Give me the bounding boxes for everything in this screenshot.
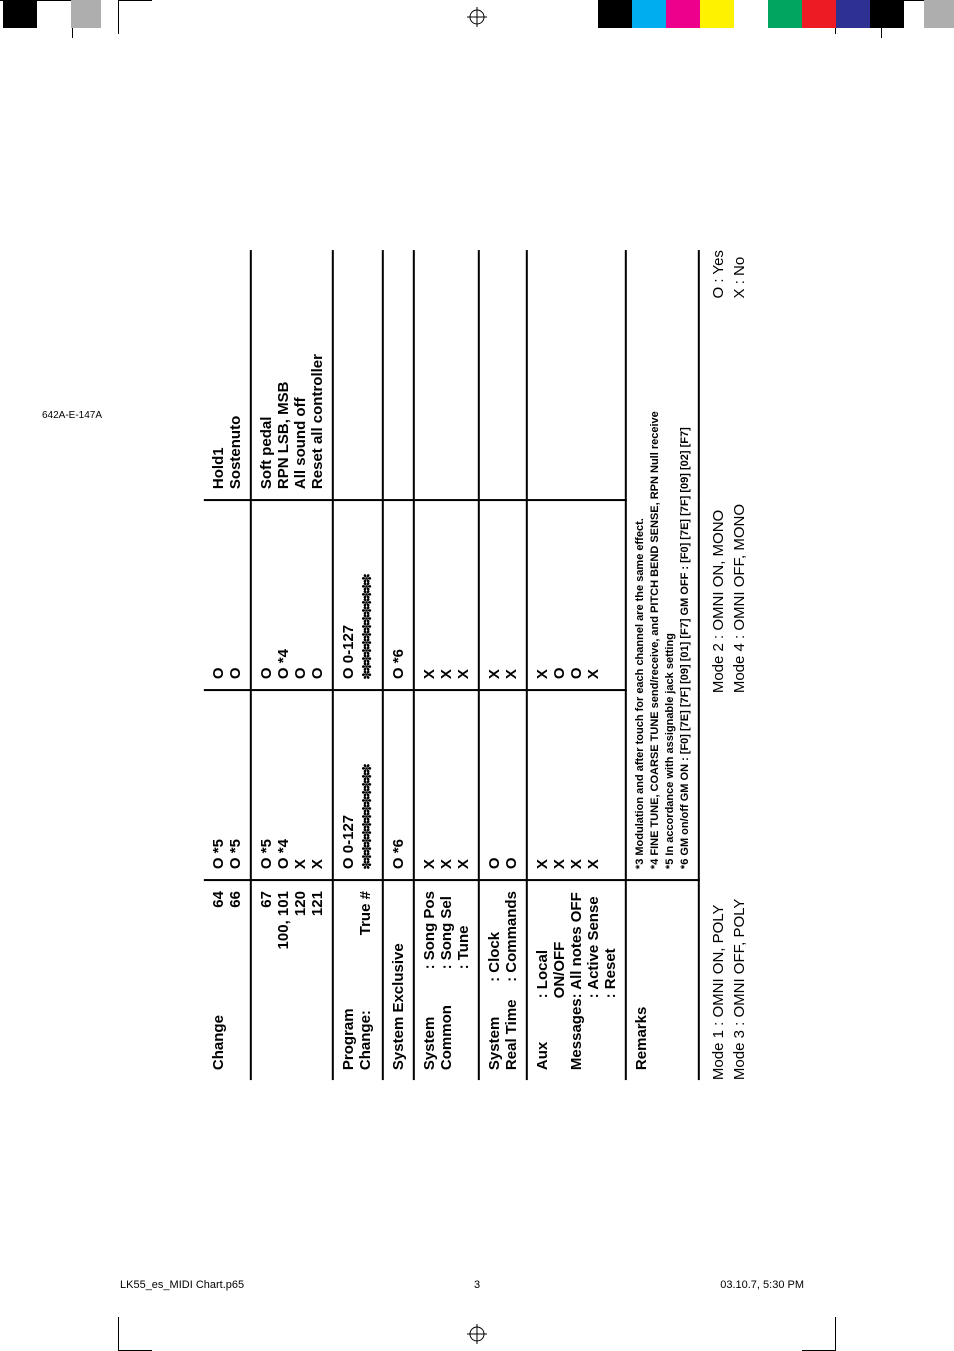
- registration-mark-bottom: [467, 1324, 487, 1344]
- row-syscommon-c3: X X X: [414, 500, 479, 690]
- row-sysex-label: System Exclusive: [383, 880, 414, 1080]
- row-change-nums: 64 66: [210, 891, 244, 908]
- row-sysrt-c3: X X: [479, 500, 527, 690]
- row-sysex-c3: O *6: [383, 500, 414, 690]
- row-change-c3: O O: [204, 500, 251, 690]
- row-bank-c2: O *5 O *4 X X: [251, 690, 333, 880]
- row-remarks-label: Remarks: [626, 880, 699, 1080]
- footer-legend: O : Yes X : No: [708, 250, 750, 298]
- registration-mark-top: [467, 7, 487, 27]
- row-bank-nums: 67 100, 101 120 121: [251, 880, 333, 1080]
- row-change-c2: O *5 O *5: [204, 690, 251, 880]
- row-bank-c4: Soft pedal RPN LSB, MSB All sound off Re…: [251, 250, 333, 500]
- footer-code: 642A-E-147A: [42, 410, 102, 421]
- row-syscommon-c2: X X X: [414, 690, 479, 880]
- row-sysrt-c2: O O: [479, 690, 527, 880]
- row-aux-label: AuxMessages : Local ON/OFF : All notes O…: [527, 880, 626, 1080]
- footer-left: Mode 1 : OMNI ON, POLY Mode 3 : OMNI OFF…: [708, 898, 750, 1079]
- row-bank-c3: O O *4 O O: [251, 500, 333, 690]
- row-program-c2: O 0-127 ✽✽✽✽✽✽✽✽✽✽✽✽✽: [333, 690, 383, 880]
- row-change-label: Change: [210, 1015, 244, 1070]
- row-sysex-c2: O *6: [383, 690, 414, 880]
- chart-footer: Mode 1 : OMNI ON, POLY Mode 3 : OMNI OFF…: [700, 250, 750, 1080]
- crop-hook-bl: [118, 1317, 152, 1351]
- crop-hook-tl: [118, 0, 152, 34]
- footer-timestamp: 03.10.7, 5:30 PM: [720, 1279, 804, 1291]
- row-remarks-body: *3 Modulation and after touch for each c…: [626, 250, 699, 880]
- row-aux-c3: X O O X: [527, 500, 626, 690]
- row-change-c4: Hold1 Sostenuto: [204, 250, 251, 500]
- midi-table: Change 64 66 O *5 O *5 O O Hold: [204, 250, 700, 1080]
- row-aux-c2: X X X X: [527, 690, 626, 880]
- top-right-swatches: [598, 0, 954, 28]
- midi-chart: Change 64 66 O *5 O *5 O O Hold: [204, 250, 750, 1080]
- footer-page: 3: [474, 1279, 480, 1291]
- row-syscommon-label: SystemCommon : Song Pos : Song Sel : Tun…: [414, 880, 479, 1080]
- topbar: [0, 0, 954, 34]
- crop-hook-br: [802, 1317, 836, 1351]
- row-sysrt-label: SystemReal Time : Clock : Commands: [479, 880, 527, 1080]
- footer-filename: LK55_es_MIDI Chart.p65: [120, 1279, 244, 1291]
- footer-mid: Mode 2 : OMNI ON, MONO Mode 4 : OMNI OFF…: [708, 503, 750, 692]
- row-program-label: Program Change: True #: [333, 880, 383, 1080]
- row-program-c3: O 0-127 ✽✽✽✽✽✽✽✽✽✽✽✽✽: [333, 500, 383, 690]
- bottombar: [0, 1317, 954, 1351]
